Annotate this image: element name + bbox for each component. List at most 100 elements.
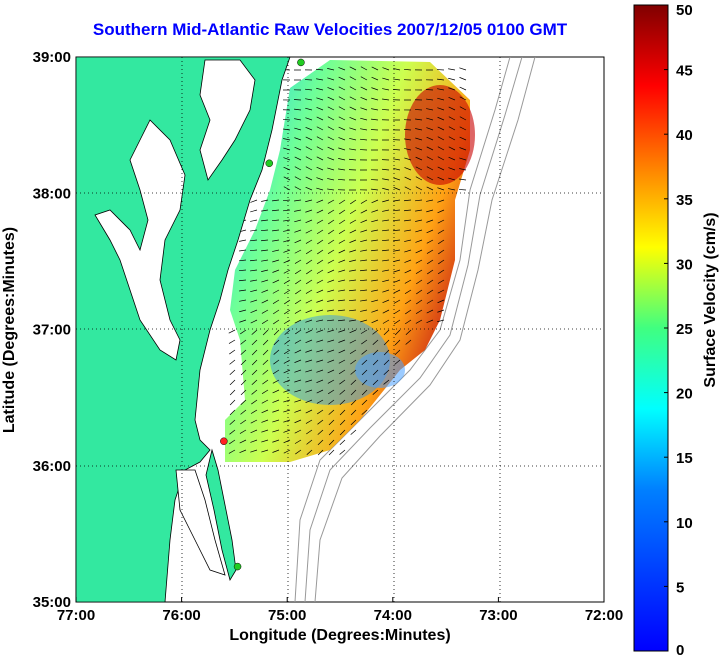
velocity-arrow [361, 359, 368, 365]
velocity-arrow [360, 329, 368, 334]
velocity-arrow [350, 389, 357, 396]
velocity-arrow [382, 67, 390, 71]
velocity-arrow [349, 199, 357, 205]
y-tick-label: 35:00 [33, 594, 71, 611]
velocity-arrow [250, 229, 258, 232]
velocity-arrow [250, 299, 258, 303]
velocity-arrow [250, 309, 258, 313]
velocity-arrow [404, 199, 412, 202]
velocity-arrow [272, 269, 280, 273]
velocity-arrow [327, 126, 335, 131]
velocity-arrow [250, 279, 258, 282]
velocity-arrow [349, 269, 357, 272]
velocity-arrow [306, 259, 313, 265]
velocity-arrow [272, 209, 280, 212]
velocity-arrow [328, 399, 335, 405]
velocity-arrow [360, 199, 368, 204]
velocity-arrow [295, 329, 302, 335]
velocity-arrow [459, 147, 467, 151]
velocity-arrow [294, 429, 302, 434]
velocity-arrow [294, 399, 302, 403]
velocity-arrow [459, 126, 467, 131]
colorbar-label: Surface Velocity (cm/s) [702, 212, 719, 387]
velocity-arrow [239, 319, 247, 323]
velocity-arrow [305, 239, 313, 244]
velocity-arrow [404, 299, 412, 305]
velocity-arrow [437, 126, 445, 131]
velocity-arrow [261, 239, 269, 242]
velocity-arrow [371, 239, 379, 242]
station-marker [265, 159, 273, 168]
velocity-arrow [327, 219, 335, 225]
velocity-arrow [349, 137, 357, 141]
velocity-arrow [294, 127, 302, 131]
velocity-arrow [239, 299, 247, 302]
velocity-arrow [361, 379, 368, 386]
velocity-arrow [327, 116, 335, 121]
velocity-arrow [404, 219, 412, 222]
velocity-arrow [415, 199, 423, 202]
velocity-arrow [371, 188, 379, 191]
velocity-arrow [327, 269, 335, 274]
velocity-arrow [404, 167, 412, 171]
velocity-arrow [382, 279, 390, 283]
velocity-arrow [349, 299, 357, 302]
velocity-arrow [305, 88, 313, 91]
velocity-arrow [261, 199, 269, 202]
velocity-arrow [338, 359, 346, 364]
velocity-arrow [316, 126, 324, 131]
velocity-arrow [360, 319, 368, 323]
velocity-arrow [240, 419, 247, 425]
velocity-arrow [338, 137, 346, 141]
velocity-arrow [339, 389, 346, 395]
velocity-arrow [382, 77, 390, 81]
velocity-arrow [261, 439, 269, 443]
velocity-arrow [382, 319, 390, 324]
velocity-arrow [372, 349, 379, 356]
velocity-arrow [284, 299, 291, 305]
velocity-arrow [415, 186, 423, 191]
velocity-arrow [371, 249, 379, 252]
velocity-arrow [415, 239, 423, 243]
velocity-arrow [371, 319, 379, 324]
velocity-arrow [294, 156, 302, 161]
velocity-arrow [283, 369, 291, 374]
velocity-arrow [338, 369, 346, 375]
velocity-arrow [283, 157, 291, 161]
velocity-arrow [360, 86, 368, 91]
velocity-arrow [393, 289, 401, 294]
x-axis-ticks: 77:00 76:00 75:00 74:00 73:00 72:00 [57, 597, 623, 624]
velocity-arrow [339, 399, 346, 406]
velocity-arrow [372, 329, 379, 335]
velocity-arrow [272, 249, 280, 252]
velocity-arrow [240, 349, 247, 355]
velocity-arrow [459, 86, 467, 91]
velocity-arrow [448, 106, 456, 111]
velocity-arrow [305, 199, 313, 203]
velocity-arrow [350, 379, 357, 386]
velocity-arrow [383, 359, 390, 366]
velocity-arrow [349, 219, 357, 224]
velocity-arrow [415, 128, 423, 131]
velocity-arrow [349, 76, 357, 81]
velocity-arrow [229, 349, 236, 355]
velocity-arrow [360, 269, 368, 272]
velocity-arrow [349, 249, 357, 253]
velocity-arrow [393, 209, 401, 212]
velocity-arrow [459, 67, 467, 71]
velocity-arrow [262, 349, 269, 356]
velocity-arrow [251, 339, 258, 346]
velocity-arrow [328, 419, 335, 426]
velocity-arrow [437, 97, 445, 101]
map-title: Southern Mid-Atlantic Raw Velocities 200… [92, 20, 568, 39]
velocity-arrow [239, 439, 247, 444]
velocity-arrow [338, 106, 346, 111]
velocity-arrow [261, 259, 269, 262]
velocity-arrow [382, 249, 390, 252]
velocity-arrow [294, 389, 302, 393]
radar-stations [220, 58, 305, 571]
velocity-arrow [283, 349, 291, 355]
velocity-arrow [327, 209, 335, 215]
velocity-arrow [393, 229, 401, 232]
velocity-arrow [306, 429, 313, 435]
